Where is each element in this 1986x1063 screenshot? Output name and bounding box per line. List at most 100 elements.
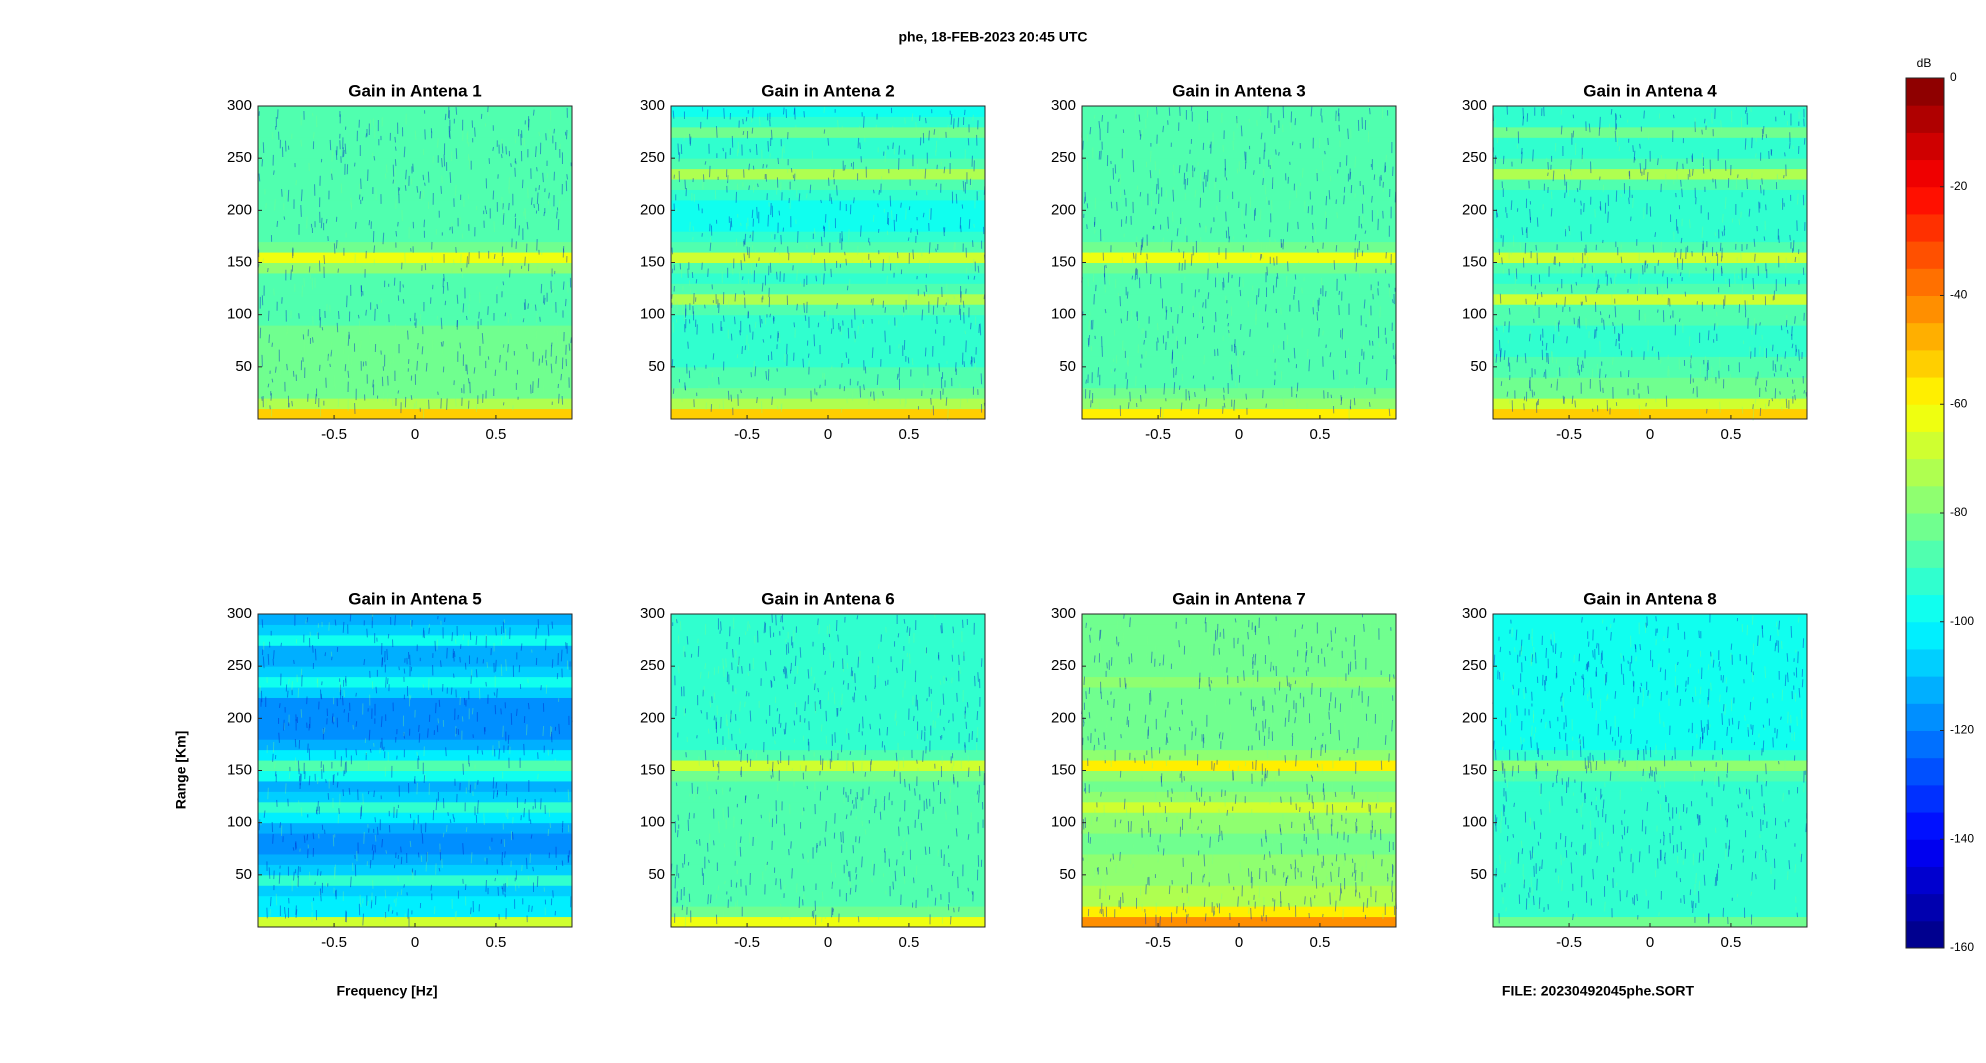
noise (1125, 216, 1127, 224)
heatmap-row (1082, 241, 1396, 253)
noise (258, 173, 261, 182)
noise (359, 183, 361, 194)
noise (360, 340, 362, 348)
noise (508, 202, 510, 211)
noise (1088, 335, 1091, 346)
noise (1318, 328, 1320, 337)
noise (566, 174, 568, 180)
noise (427, 728, 429, 738)
heatmap-row (258, 366, 572, 378)
heatmap-row (258, 833, 572, 845)
noise (1711, 366, 1713, 376)
noise (1330, 630, 1333, 643)
heatmap-row (1493, 345, 1807, 357)
heatmap-row (1082, 885, 1396, 897)
noise (1510, 200, 1513, 210)
noise (1345, 750, 1347, 756)
noise (965, 267, 968, 274)
noise (1301, 168, 1304, 178)
noise (976, 790, 979, 795)
noise (1347, 732, 1349, 736)
noise (335, 239, 338, 249)
heatmap-row (258, 356, 572, 368)
noise (790, 662, 792, 671)
noise (332, 716, 334, 725)
noise (1715, 380, 1717, 387)
noise (1347, 354, 1350, 361)
noise (853, 692, 856, 703)
noise (1100, 691, 1103, 700)
noise (925, 284, 928, 292)
noise (485, 681, 487, 687)
noise (1172, 189, 1175, 202)
heatmap-row (671, 220, 985, 232)
noise (325, 779, 327, 783)
noise (1147, 755, 1150, 761)
noise (907, 825, 910, 835)
noise (1615, 338, 1617, 347)
noise (1563, 174, 1566, 186)
noise (268, 334, 270, 343)
noise (904, 117, 906, 124)
noise (813, 334, 816, 347)
noise (1266, 747, 1269, 759)
noise (291, 681, 293, 691)
noise (494, 369, 497, 376)
noise (518, 225, 520, 236)
noise (501, 852, 504, 863)
noise (438, 699, 441, 707)
noise (1284, 717, 1287, 727)
noise (779, 878, 782, 890)
noise (938, 128, 941, 140)
noise (1620, 256, 1623, 264)
noise (707, 894, 709, 905)
heatmap-row (258, 791, 572, 803)
noise (908, 627, 911, 636)
noise (1347, 128, 1349, 140)
heatmap-row (1082, 666, 1396, 678)
noise (430, 884, 433, 891)
noise (394, 615, 396, 626)
noise (738, 728, 741, 734)
noise (767, 141, 770, 152)
noise (721, 787, 724, 795)
noise (1676, 174, 1678, 182)
noise (930, 397, 932, 405)
heatmap-row (258, 666, 572, 678)
noise (877, 384, 879, 395)
noise (1330, 824, 1333, 836)
heatmap-row (1082, 106, 1396, 117)
noise (1119, 296, 1121, 307)
noise (333, 774, 335, 783)
noise (1262, 178, 1264, 186)
noise (551, 748, 554, 755)
noise (767, 214, 769, 227)
noise (739, 701, 741, 712)
noise (1090, 400, 1092, 408)
noise (300, 139, 303, 147)
noise (1354, 869, 1357, 881)
noise (896, 251, 899, 259)
noise (1391, 299, 1394, 304)
noise (793, 107, 796, 115)
heatmap-row (671, 210, 985, 222)
noise (1759, 322, 1761, 326)
noise (312, 832, 315, 840)
noise (871, 877, 873, 883)
noise (1118, 178, 1120, 182)
noise (1691, 168, 1694, 176)
heatmap-row (258, 293, 572, 305)
noise (447, 812, 449, 816)
noise (836, 303, 838, 309)
noise (1088, 320, 1090, 332)
noise (707, 268, 709, 277)
noise-texture (1080, 614, 1397, 928)
noise (722, 808, 725, 820)
noise (795, 125, 797, 132)
noise (1223, 402, 1226, 408)
noise (303, 277, 306, 287)
noise (844, 251, 846, 256)
noise (1209, 836, 1211, 848)
noise (1543, 371, 1546, 378)
y-tick-label: 150 (227, 761, 252, 778)
